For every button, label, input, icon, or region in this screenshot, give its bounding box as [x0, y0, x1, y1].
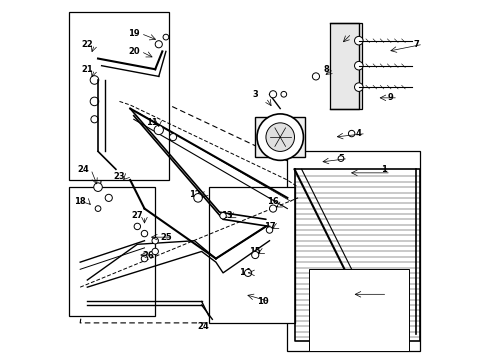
Text: 6: 6	[341, 29, 347, 38]
FancyBboxPatch shape	[69, 12, 169, 180]
FancyBboxPatch shape	[329, 23, 362, 109]
Circle shape	[312, 73, 319, 80]
Circle shape	[318, 293, 327, 302]
Text: 25: 25	[160, 233, 171, 242]
Text: 5: 5	[337, 154, 343, 163]
Text: 17: 17	[263, 222, 275, 231]
Text: 22: 22	[81, 40, 93, 49]
Circle shape	[220, 212, 226, 219]
Text: 2: 2	[377, 290, 383, 299]
Circle shape	[318, 272, 327, 281]
Text: 13: 13	[221, 211, 232, 220]
Text: 21: 21	[81, 65, 93, 74]
FancyBboxPatch shape	[287, 152, 419, 351]
Circle shape	[257, 114, 303, 160]
FancyBboxPatch shape	[69, 187, 155, 316]
Circle shape	[91, 116, 98, 123]
Circle shape	[134, 223, 140, 230]
Circle shape	[94, 183, 102, 192]
Circle shape	[244, 269, 251, 276]
Text: 18: 18	[74, 197, 86, 206]
Text: 23: 23	[113, 172, 125, 181]
Circle shape	[332, 283, 341, 292]
Circle shape	[154, 125, 163, 135]
Text: 16: 16	[266, 197, 278, 206]
Text: 26: 26	[142, 251, 154, 260]
Circle shape	[155, 41, 162, 48]
Text: 4: 4	[355, 129, 361, 138]
Circle shape	[141, 230, 147, 237]
Text: 14: 14	[238, 268, 250, 277]
Circle shape	[95, 206, 101, 211]
Circle shape	[337, 156, 343, 161]
Text: 15: 15	[249, 247, 261, 256]
Circle shape	[193, 194, 202, 202]
Circle shape	[281, 91, 286, 97]
Text: 19: 19	[128, 29, 139, 38]
Circle shape	[320, 296, 325, 300]
Circle shape	[90, 97, 99, 106]
Circle shape	[251, 251, 258, 258]
Circle shape	[141, 255, 147, 262]
Circle shape	[334, 285, 339, 290]
Circle shape	[265, 123, 294, 152]
Circle shape	[163, 34, 168, 40]
Circle shape	[354, 36, 363, 45]
Text: 8: 8	[323, 65, 329, 74]
FancyBboxPatch shape	[308, 269, 408, 351]
Text: 1: 1	[380, 165, 386, 174]
Text: 10: 10	[256, 297, 267, 306]
Text: 24: 24	[197, 322, 209, 331]
Text: 24: 24	[78, 165, 89, 174]
Circle shape	[266, 227, 272, 233]
FancyBboxPatch shape	[208, 187, 294, 323]
Text: 11: 11	[145, 118, 157, 127]
Circle shape	[169, 134, 176, 141]
Text: 7: 7	[412, 40, 418, 49]
Circle shape	[354, 83, 363, 91]
Text: 9: 9	[387, 93, 393, 102]
Circle shape	[90, 76, 99, 84]
Circle shape	[348, 130, 354, 137]
Circle shape	[354, 62, 363, 70]
Text: 3: 3	[252, 90, 258, 99]
Circle shape	[320, 274, 325, 279]
Circle shape	[269, 205, 276, 212]
Text: 27: 27	[131, 211, 143, 220]
Circle shape	[152, 248, 158, 255]
Text: 12: 12	[188, 190, 200, 199]
Text: 20: 20	[128, 47, 139, 56]
Circle shape	[105, 194, 112, 202]
Circle shape	[152, 238, 158, 244]
Circle shape	[269, 91, 276, 98]
FancyBboxPatch shape	[255, 117, 305, 157]
